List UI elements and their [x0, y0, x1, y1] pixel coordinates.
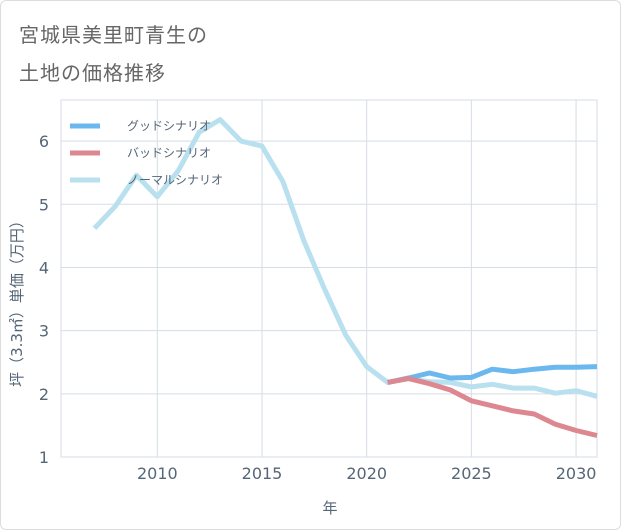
legend-label-good: グッドシナリオ: [127, 119, 211, 133]
plot-frame: [60, 99, 598, 458]
chart-title-line2: 土地の価格推移: [19, 61, 166, 85]
legend-label-bad: バッドシナリオ: [127, 146, 211, 160]
plot-area: [60, 99, 598, 458]
x-axis-title: 年: [322, 499, 337, 517]
series-line-good: [387, 364, 598, 385]
legend-label-normal: ノーマルシナリオ: [127, 173, 223, 187]
x-tick-label: 2010: [137, 464, 178, 483]
y-tick-label: 6: [39, 132, 49, 151]
x-tick-label: 2020: [346, 464, 387, 483]
y-tick-label: 2: [39, 385, 49, 404]
y-tick-label: 4: [39, 258, 49, 277]
y-tick-label: 5: [39, 195, 49, 214]
chart-title-line1: 宮城県美里町青生の: [19, 23, 208, 47]
x-tick-label: 2025: [451, 464, 492, 483]
y-tick-label: 3: [39, 322, 49, 341]
series-lines: [92, 117, 598, 438]
y-axis-title: 坪（3.3㎡）単価（万円）: [8, 213, 26, 387]
series-line-normal: [92, 117, 598, 399]
series-line-bad: [387, 376, 598, 438]
x-tick-label: 2015: [242, 464, 283, 483]
y-tick-label: 1: [39, 448, 49, 467]
x-tick-label: 2030: [556, 464, 597, 483]
tick-labels: 1 2 3 4 5 6 2010 2015 2020 2025 2030: [39, 132, 597, 483]
